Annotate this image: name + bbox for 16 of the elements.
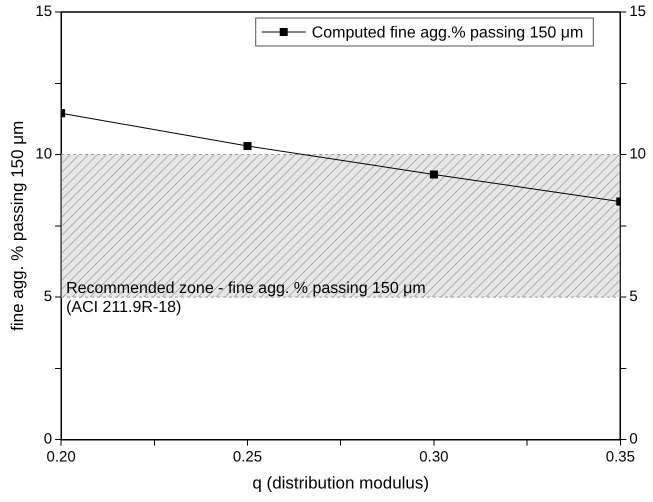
y2-tick-label: 10 [629, 146, 646, 163]
x-tick-label: 0.20 [46, 448, 76, 466]
legend-label: Computed fine agg.% passing 150 μm [312, 24, 584, 42]
y-tick-label: 10 [35, 146, 52, 163]
y-tick-label: 15 [35, 3, 52, 20]
x-tick-label: 0.30 [419, 448, 449, 466]
y2-tick-label: 15 [629, 3, 646, 20]
y2-tick-label: 5 [629, 288, 638, 306]
x-tick-label: 0.35 [606, 448, 635, 466]
y-axis-title: fine agg. % passing 150 μm [8, 120, 27, 331]
x-tick-label: 0.25 [232, 448, 262, 466]
band-label: Recommended zone - fine agg. % passing 150 μm (ACI 211.9R-18) [66, 280, 426, 316]
x-axis-title: q (distribution modulus) [252, 473, 430, 492]
y-tick-label: 0 [44, 430, 52, 448]
y2-tick-label: 0 [629, 430, 638, 448]
y-tick-label: 5 [44, 288, 52, 306]
